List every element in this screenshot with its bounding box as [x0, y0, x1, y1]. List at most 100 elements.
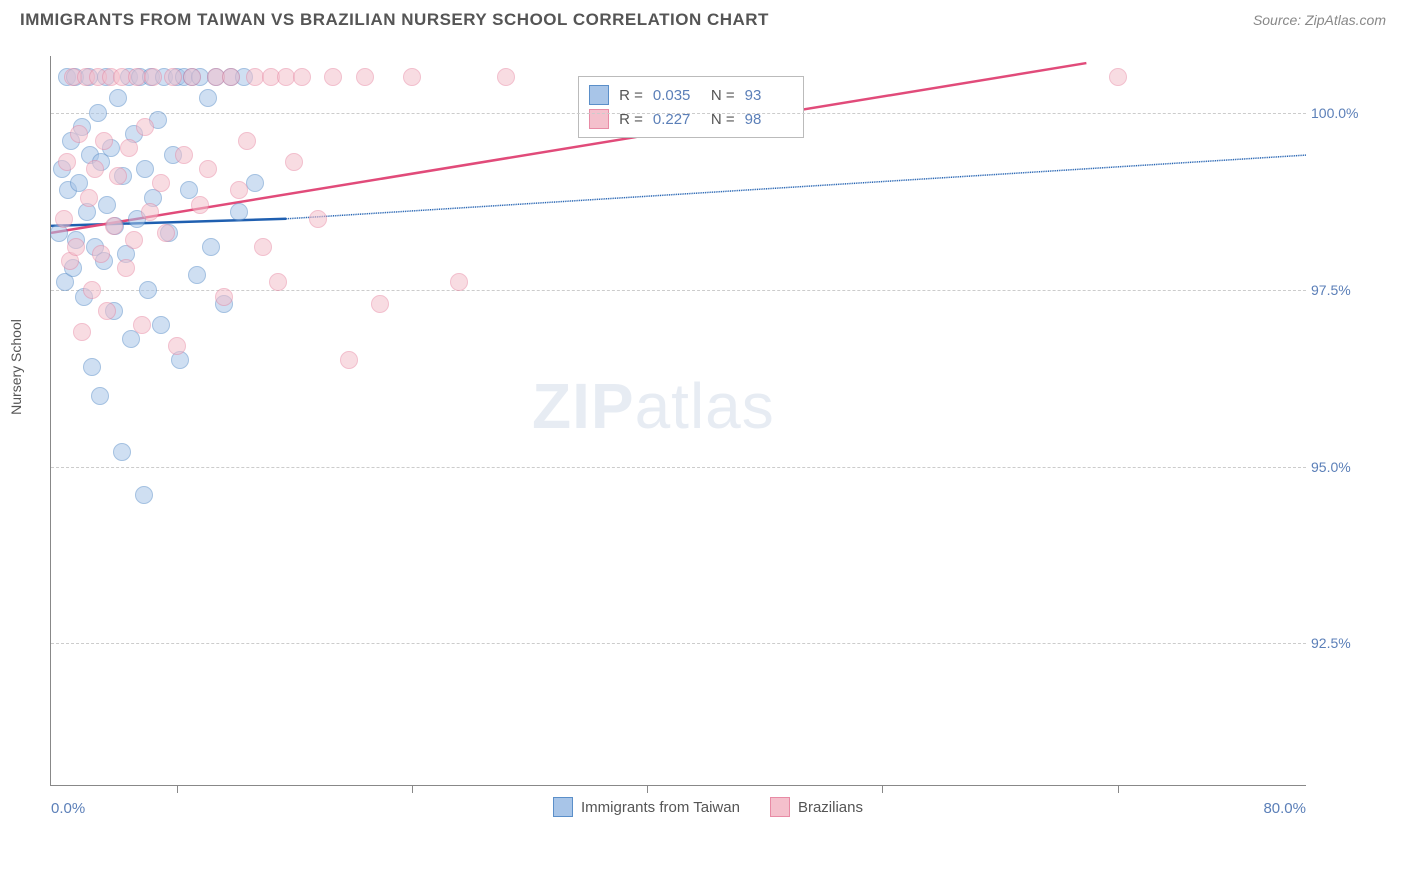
- legend-swatch-brazilian: [770, 797, 790, 817]
- swatch-taiwan: [589, 85, 609, 105]
- y-tick-label: 100.0%: [1311, 105, 1381, 121]
- data-point: [246, 174, 264, 192]
- correlation-stats-box: R = 0.035 N = 93 R = 0.227 N = 98: [578, 76, 804, 138]
- watermark: ZIPatlas: [532, 369, 775, 443]
- data-point: [109, 167, 127, 185]
- data-point: [269, 273, 287, 291]
- data-point: [254, 238, 272, 256]
- legend-item-taiwan: Immigrants from Taiwan: [553, 797, 740, 817]
- gridline: [51, 290, 1306, 291]
- r-label: R =: [619, 87, 643, 104]
- data-point: [86, 160, 104, 178]
- stats-row-taiwan: R = 0.035 N = 93: [589, 83, 793, 107]
- data-point: [136, 118, 154, 136]
- source-attribution: Source: ZipAtlas.com: [1253, 12, 1386, 28]
- data-point: [183, 68, 201, 86]
- legend-item-brazilian: Brazilians: [770, 797, 863, 817]
- trend-lines: [51, 56, 1306, 785]
- data-point: [168, 337, 186, 355]
- data-point: [285, 153, 303, 171]
- data-point: [80, 189, 98, 207]
- x-tick: [412, 785, 413, 793]
- data-point: [157, 224, 175, 242]
- data-point: [230, 181, 248, 199]
- data-point: [403, 68, 421, 86]
- x-tick: [177, 785, 178, 793]
- y-tick-label: 97.5%: [1311, 282, 1381, 298]
- stats-row-brazilian: R = 0.227 N = 98: [589, 107, 793, 131]
- data-point: [230, 203, 248, 221]
- data-point: [202, 238, 220, 256]
- chart-header: IMMIGRANTS FROM TAIWAN VS BRAZILIAN NURS…: [0, 0, 1406, 36]
- watermark-light: atlas: [635, 370, 775, 442]
- x-axis-max-label: 80.0%: [1263, 800, 1306, 817]
- data-point: [152, 316, 170, 334]
- data-point: [215, 288, 233, 306]
- data-point: [238, 132, 256, 150]
- data-point: [125, 231, 143, 249]
- x-axis-min-label: 0.0%: [51, 800, 85, 817]
- data-point: [83, 358, 101, 376]
- gridline: [51, 643, 1306, 644]
- data-point: [139, 281, 157, 299]
- data-point: [95, 132, 113, 150]
- data-point: [199, 160, 217, 178]
- x-tick: [1118, 785, 1119, 793]
- data-point: [98, 196, 116, 214]
- data-point: [89, 104, 107, 122]
- data-point: [120, 139, 138, 157]
- x-tick: [882, 785, 883, 793]
- data-point: [58, 153, 76, 171]
- n-value-taiwan: 93: [745, 87, 793, 104]
- data-point: [141, 203, 159, 221]
- data-point: [67, 238, 85, 256]
- data-point: [309, 210, 327, 228]
- legend-label-taiwan: Immigrants from Taiwan: [581, 799, 740, 816]
- n-label: N =: [711, 87, 735, 104]
- data-point: [191, 196, 209, 214]
- data-point: [135, 486, 153, 504]
- y-tick-label: 95.0%: [1311, 459, 1381, 475]
- data-point: [136, 160, 154, 178]
- data-point: [164, 68, 182, 86]
- data-point: [450, 273, 468, 291]
- data-point: [105, 217, 123, 235]
- data-point: [113, 443, 131, 461]
- y-tick-label: 92.5%: [1311, 635, 1381, 651]
- data-point: [92, 245, 110, 263]
- data-point: [175, 146, 193, 164]
- data-point: [98, 302, 116, 320]
- watermark-bold: ZIP: [532, 370, 635, 442]
- data-point: [70, 125, 88, 143]
- gridline: [51, 467, 1306, 468]
- data-point: [340, 351, 358, 369]
- x-tick: [647, 785, 648, 793]
- r-value-taiwan: 0.035: [653, 87, 701, 104]
- data-point: [188, 266, 206, 284]
- data-point: [152, 174, 170, 192]
- data-point: [73, 323, 91, 341]
- data-point: [109, 89, 127, 107]
- data-point: [91, 387, 109, 405]
- legend-swatch-taiwan: [553, 797, 573, 817]
- gridline: [51, 113, 1306, 114]
- plot-area: ZIPatlas R = 0.035 N = 93 R = 0.227 N = …: [50, 56, 1306, 786]
- data-point: [371, 295, 389, 313]
- legend-label-brazilian: Brazilians: [798, 799, 863, 816]
- chart-container: Nursery School ZIPatlas R = 0.035 N = 93…: [50, 36, 1386, 816]
- data-point: [144, 68, 162, 86]
- data-point: [117, 259, 135, 277]
- data-point: [222, 68, 240, 86]
- data-point: [199, 89, 217, 107]
- bottom-legend: Immigrants from Taiwan Brazilians: [553, 797, 863, 817]
- data-point: [55, 210, 73, 228]
- data-point: [497, 68, 515, 86]
- data-point: [293, 68, 311, 86]
- chart-title: IMMIGRANTS FROM TAIWAN VS BRAZILIAN NURS…: [20, 10, 769, 30]
- data-point: [324, 68, 342, 86]
- data-point: [83, 281, 101, 299]
- data-point: [133, 316, 151, 334]
- data-point: [356, 68, 374, 86]
- y-axis-title: Nursery School: [8, 319, 24, 415]
- data-point: [1109, 68, 1127, 86]
